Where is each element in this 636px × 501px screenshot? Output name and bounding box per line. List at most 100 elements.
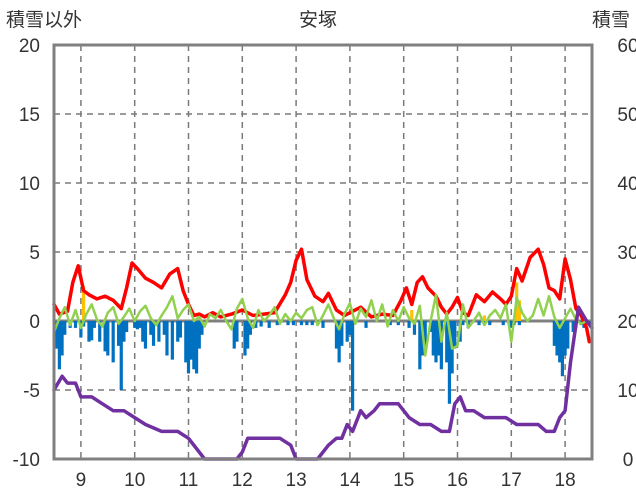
bar-blue_bar: [197, 321, 201, 349]
left-tick-label: 15: [19, 105, 40, 126]
bar-blue_bar: [364, 321, 368, 328]
bar-blue_bar: [552, 321, 556, 346]
bar-blue_bar: [125, 321, 129, 333]
bar-blue_bar: [254, 321, 258, 328]
ticks: -10 -5 0 5 10 15 20 0 10 20 30 40 50 60 9 10 11 12 13 14 15 1…: [13, 36, 636, 491]
bar-blue_bar: [555, 321, 559, 356]
bar-blue_bar: [119, 321, 123, 390]
bar-blue_bar: [571, 321, 575, 333]
bar-blue_bar: [447, 321, 452, 404]
right-tick-label: 20: [617, 312, 636, 333]
bar-blue_bar: [517, 321, 521, 326]
bar-blue_bar: [423, 321, 427, 349]
bar-blue_bar: [149, 321, 153, 335]
right-tick-label: 60: [617, 36, 636, 57]
bar-blue_bar: [98, 321, 102, 342]
bar-blue_bar: [439, 321, 443, 370]
bar-blue_bar: [116, 321, 121, 346]
bar-blue_bar: [453, 321, 457, 349]
bar-yellow_bar: [482, 315, 486, 321]
bar-blue_bar: [111, 321, 115, 363]
bar-blue_bar: [143, 321, 148, 349]
bar-blue_bar: [235, 321, 239, 342]
bar-blue_bar: [106, 321, 110, 356]
bar-blue_bar: [200, 321, 204, 335]
bar-blue_bar: [412, 321, 417, 335]
bar-blue_bar: [563, 321, 567, 356]
bar-blue_bar: [350, 321, 355, 411]
right-tick-label: 0: [623, 450, 634, 471]
bar-blue_bar: [243, 321, 247, 356]
bar-blue_bar: [560, 321, 565, 377]
bar-yellow_bar: [81, 286, 86, 321]
bar-blue_bar: [299, 321, 304, 326]
bar-blue_bar: [437, 321, 441, 356]
bar-blue_bar: [334, 321, 339, 349]
bar-blue_bar: [103, 321, 107, 352]
bar-blue_bar: [87, 321, 91, 342]
bar-blue_bar: [434, 321, 438, 363]
x-tick-label: 16: [447, 470, 468, 491]
bar-blue_bar: [286, 321, 290, 326]
right-tick-label: 50: [617, 105, 636, 126]
x-tick-label: 9: [76, 470, 87, 491]
x-tick-label: 13: [286, 470, 307, 491]
bar-blue_bar: [407, 321, 411, 328]
bar-yellow_bar: [410, 309, 414, 321]
bar-blue_bar: [194, 321, 199, 374]
bar-blue_bar: [189, 321, 193, 360]
left-tick-label: -5: [23, 381, 40, 402]
bar-blue_bar: [232, 321, 236, 349]
bar-blue_bar: [57, 321, 61, 370]
bar-blue_bar: [79, 321, 83, 338]
x-tick-label: 12: [232, 470, 253, 491]
bar-blue_bar: [138, 321, 142, 328]
bar-blue_bar: [275, 321, 279, 326]
bar-blue_bar: [92, 321, 96, 328]
left-tick-label: 5: [29, 243, 40, 264]
x-tick-label: 14: [339, 470, 361, 491]
left-axis-label: 積雪以外: [6, 9, 82, 31]
left-tick-label: 0: [29, 312, 40, 333]
bar-blue_bar: [340, 321, 344, 346]
bar-blue_bar: [418, 321, 422, 370]
bar-blue_bar: [566, 321, 570, 349]
bar-blue_bar: [291, 321, 296, 326]
bar-blue_bar: [176, 321, 180, 342]
x-tick-label: 11: [179, 470, 199, 491]
bar-blue_bar: [170, 321, 174, 360]
bar-blue_bar: [63, 321, 67, 335]
bar-blue_bar: [388, 321, 392, 326]
bar-blue_bar: [488, 321, 492, 326]
bars: [55, 282, 591, 411]
bar-blue_bar: [321, 321, 325, 328]
bar-blue_bar: [445, 321, 449, 363]
bar-blue_bar: [73, 321, 78, 328]
x-tick-label: 17: [501, 470, 522, 491]
bar-blue_bar: [259, 321, 263, 327]
bar-blue_bar: [305, 321, 309, 326]
x-tick-label: 10: [124, 470, 145, 491]
bar-yellow_bar: [517, 300, 521, 321]
bar-blue_bar: [55, 321, 59, 349]
plot-frame: [52, 43, 594, 461]
bar-blue_bar: [90, 321, 94, 341]
right-axis-label: 積雪: [592, 9, 630, 31]
bar-blue_bar: [558, 321, 562, 363]
bar-blue_bar: [162, 321, 166, 335]
right-tick-label: 10: [617, 381, 636, 402]
left-tick-label: 10: [19, 174, 40, 195]
bar-blue_bar: [337, 321, 341, 363]
bar-blue_bar: [431, 321, 435, 356]
x-tick-label: 18: [555, 470, 576, 491]
bar-blue_bar: [461, 321, 465, 326]
right-tick-label: 30: [617, 243, 636, 264]
bar-blue_bar: [348, 321, 352, 335]
bar-blue_bar: [267, 321, 271, 328]
bar-blue_bar: [135, 321, 139, 330]
bar-blue_bar: [122, 321, 126, 342]
series-line-green: [52, 293, 588, 357]
bar-blue_bar: [192, 321, 196, 370]
bar-blue_bar: [178, 321, 183, 338]
